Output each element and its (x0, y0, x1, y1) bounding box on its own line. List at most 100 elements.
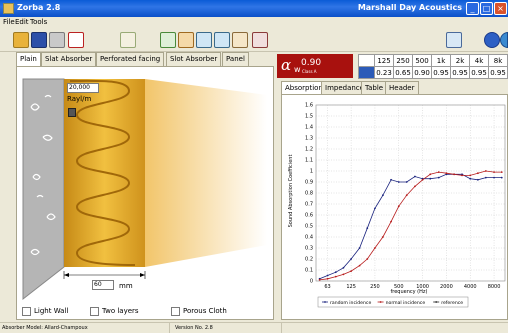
y-tick-label: 0.7 (305, 202, 313, 208)
data-point (342, 266, 345, 269)
tab-header[interactable]: Header (385, 81, 419, 94)
y-tick-label: 0.5 (305, 224, 313, 230)
two-layers-checkbox[interactable] (90, 307, 99, 316)
x-tick-label: 63 (324, 284, 330, 290)
band-value: 0.23 (374, 66, 394, 79)
x-tick-labels: 63 125 250 500 1000 2000 4000 8000 (324, 284, 500, 290)
tool-e-icon[interactable] (252, 32, 268, 48)
save-icon[interactable] (31, 32, 47, 48)
data-point (366, 227, 369, 230)
band-row-selector[interactable] (358, 66, 375, 79)
octave-band-table: 125 250 500 1k 2k 4k 8k 0.23 0.65 0.90 0… (358, 54, 508, 79)
legend-box (317, 296, 469, 308)
maximize-button[interactable]: □ (480, 2, 493, 15)
band-header: 4k (469, 54, 489, 67)
tab-panel[interactable]: Panel (222, 52, 249, 66)
data-point (453, 173, 455, 176)
data-point (477, 172, 479, 175)
band-header: 8k (488, 54, 508, 67)
data-point (334, 271, 337, 274)
chart-icon[interactable] (232, 32, 248, 48)
data-point (429, 173, 432, 176)
version-status: Version No. 2.8 (172, 323, 282, 333)
minimize-button[interactable]: _ (466, 2, 479, 15)
data-point (326, 274, 329, 277)
data-point (405, 194, 408, 197)
absorption-chart: 0 0.1 0.2 0.3 0.4 0.5 0.6 0.7 0.8 0.9 1 1.1 1.2 1.3 1.… (288, 103, 506, 308)
y-tick-label: 1.2 (305, 147, 313, 153)
data-point (350, 258, 353, 260)
data-point (390, 220, 392, 223)
new-icon[interactable] (13, 32, 29, 48)
y-tick-label: 1.3 (305, 136, 313, 142)
two-layers-label: Two layers (102, 307, 139, 315)
porous-cloth-label: Porous Cloth (183, 307, 227, 315)
tab-slot-absorber[interactable]: Slot Absorber (166, 52, 222, 66)
rating-subscript: w (294, 65, 301, 74)
flow-resistivity-input[interactable]: 20,000 (67, 83, 99, 93)
close-button[interactable]: × (494, 2, 507, 15)
data-point (500, 176, 503, 179)
data-point (484, 176, 487, 179)
app-icon (3, 3, 14, 14)
tool-b-icon[interactable] (178, 32, 194, 48)
rotate-icon[interactable] (446, 32, 462, 48)
data-point (397, 205, 400, 208)
menu-file[interactable]: File (3, 18, 15, 26)
flow-resistivity-unit: Rayl/m (67, 95, 92, 103)
x-tick-label: 8000 (488, 284, 501, 290)
y-tick-label: 0.3 (305, 246, 313, 252)
thickness-input[interactable]: 60 (92, 280, 114, 290)
data-point (390, 178, 392, 181)
light-wall-checkbox[interactable] (22, 307, 31, 316)
tab-plain[interactable]: Plain (16, 52, 41, 67)
calculator-icon[interactable] (68, 108, 76, 117)
legend-label: reference (441, 300, 463, 306)
data-point (477, 178, 479, 181)
data-point (429, 177, 432, 180)
menu-edit[interactable]: Edit (15, 18, 29, 26)
tab-table[interactable]: Table (361, 81, 388, 94)
band-header: 2k (450, 54, 470, 67)
band-value: 0.65 (393, 66, 413, 79)
y-tick-label: 0.8 (305, 191, 313, 197)
data-point (437, 176, 440, 179)
x-tick-label: 250 (370, 284, 380, 290)
legend-label: normal incidence (386, 300, 426, 306)
data-point (469, 174, 472, 177)
company-name: Marshall Day Acoustics (357, 3, 462, 12)
x-tick-label: 125 (346, 284, 356, 290)
data-point (493, 171, 495, 173)
data-point (318, 279, 321, 281)
data-point (374, 207, 376, 210)
series-line (319, 170, 502, 281)
data-point (500, 171, 503, 173)
band-value: 0.90 (412, 66, 432, 79)
tab-perforated-facing[interactable]: Perforated facing (96, 52, 165, 66)
print-icon[interactable] (49, 32, 65, 48)
wand-icon[interactable] (120, 32, 136, 48)
globe-icon[interactable] (500, 32, 508, 48)
porous-cloth-checkbox[interactable] (171, 307, 180, 316)
data-point (445, 172, 448, 175)
help-icon[interactable] (484, 32, 500, 48)
tool-c-icon[interactable] (196, 32, 212, 48)
report-icon[interactable] (68, 32, 84, 48)
chart-grid (315, 104, 506, 282)
tab-slat-absorber[interactable]: Slat Absorber (41, 52, 97, 66)
y-tick-labels: 0 0.1 0.2 0.3 0.4 0.5 0.6 0.7 0.8 0.9 1 1.1 1.2 1.3 1.… (305, 103, 313, 285)
absorption-chart-panel: 0 0.1 0.2 0.3 0.4 0.5 0.6 0.7 0.8 0.9 1 1.1 1.2 1.3 1.… (281, 94, 508, 320)
absorber-drawing-panel: 20,000 Rayl/m 60 mm (16, 66, 274, 320)
toolbar (0, 28, 508, 52)
y-tick-label: 1.1 (305, 158, 313, 164)
data-point (437, 171, 440, 173)
status-bar: Absorber Model: Allard-Champoux Version … (0, 322, 508, 333)
tool-a-icon[interactable] (160, 32, 176, 48)
legend-marker (435, 301, 438, 303)
wall-backing (22, 78, 65, 301)
legend-marker (379, 301, 382, 303)
menu-tools[interactable]: Tools (30, 18, 48, 26)
wall-texture (30, 94, 56, 256)
tool-d-icon[interactable] (214, 32, 230, 48)
data-point (421, 178, 424, 181)
